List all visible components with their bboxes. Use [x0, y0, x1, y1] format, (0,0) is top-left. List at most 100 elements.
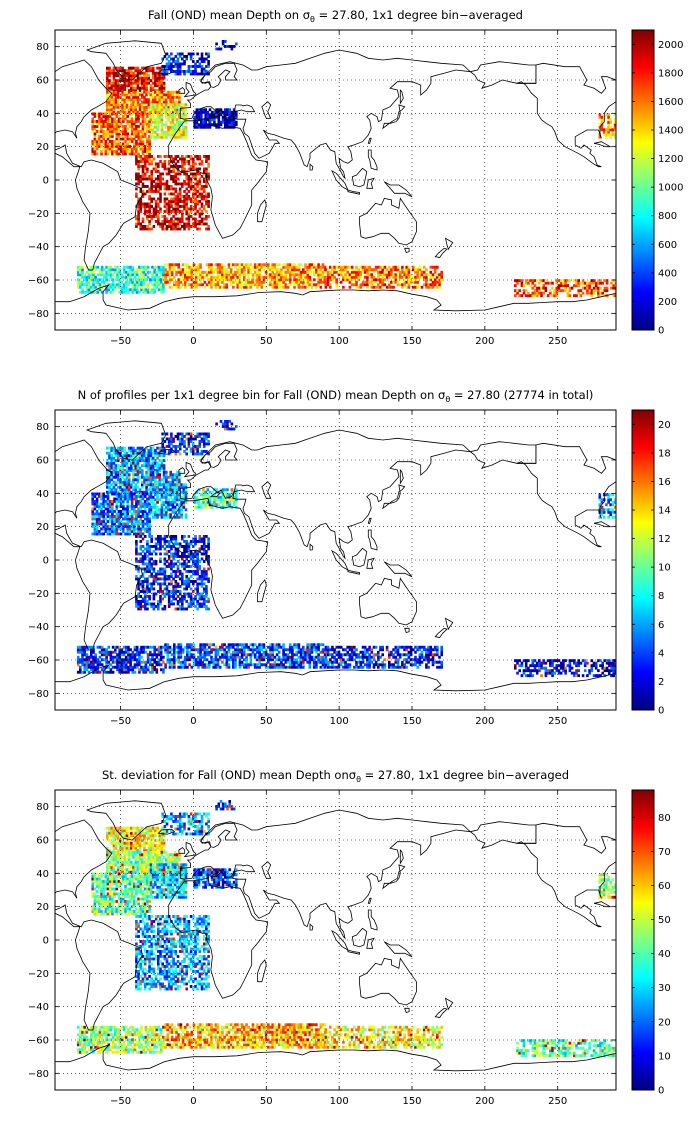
colorbar-gradient — [631, 29, 655, 331]
taiwan-coast — [367, 517, 372, 524]
coastlines — [55, 40, 616, 330]
colorbar-tick-label: 1800 — [658, 68, 683, 79]
x-tick-label: −50 — [110, 716, 131, 727]
colorbar-tick-label: 0 — [658, 1086, 664, 1097]
new-zealand-north-coast — [444, 237, 454, 251]
philippines-coast — [367, 909, 378, 931]
region-cells — [106, 826, 166, 853]
sulawesi-coast — [366, 557, 375, 569]
new-zealand-south-coast — [434, 247, 448, 258]
region-cells — [516, 1039, 616, 1058]
y-tick-label: −20 — [28, 209, 49, 220]
central-south-america-coast — [55, 904, 143, 1031]
y-tick-label: −40 — [28, 1002, 49, 1013]
antarctica-coast — [55, 1044, 616, 1090]
data-cells — [76, 800, 616, 1058]
japan-coast — [382, 864, 406, 890]
iceland-coast — [157, 448, 176, 455]
colorbar-gradient — [631, 409, 655, 711]
madagascar-coast — [257, 199, 267, 223]
y-tick-label: −20 — [28, 969, 49, 980]
y-tick-label: −20 — [28, 589, 49, 600]
region-cells — [135, 915, 210, 991]
x-tick-label: 250 — [548, 336, 567, 347]
region-cells — [164, 1023, 327, 1049]
north-america-coast — [55, 59, 113, 139]
y-tick-label: −40 — [28, 622, 49, 633]
antarctica-coast — [55, 284, 616, 330]
colorbar-tick-label: 30 — [658, 983, 671, 994]
philippines-coast — [367, 149, 378, 171]
y-tick-label: 0 — [43, 556, 49, 567]
iceland-coast — [157, 68, 176, 75]
madagascar-coast — [257, 579, 267, 603]
colorbar-tick-label: 1400 — [658, 126, 683, 137]
region-cells — [514, 279, 616, 298]
sulawesi-coast — [366, 937, 375, 949]
north-america-west-coast — [516, 62, 616, 168]
colorbar-tick-label: 1600 — [658, 97, 683, 108]
region-cells — [135, 155, 210, 231]
new-zealand-south-coast — [434, 627, 448, 638]
sri-lanka-coast — [309, 923, 314, 931]
north-america-west-coast — [516, 442, 616, 548]
antarctica-coast — [55, 664, 616, 710]
x-tick-label: 50 — [260, 716, 273, 727]
region-cells — [149, 103, 188, 139]
colorbar-tick-label: 0 — [658, 706, 664, 717]
colorbar-tick-label: 8 — [658, 591, 664, 602]
new-zealand-south-coast — [434, 1007, 448, 1018]
british-isles-coast — [183, 81, 197, 98]
y-axis-ticks: −80 −60 −40 −20 0 20 40 60 80 — [28, 802, 616, 1080]
sri-lanka-coast — [309, 163, 314, 171]
x-axis-ticks: −50 0 50 100 150 200 250 — [110, 30, 567, 347]
region-cells — [164, 263, 327, 289]
colorbar: 0 10 20 30 40 50 60 70 80 — [631, 789, 671, 1097]
colorbar-tick-label: 1000 — [658, 183, 683, 194]
new-zealand-north-coast — [444, 997, 454, 1011]
new-guinea-coast — [383, 181, 413, 198]
region-cells — [76, 645, 165, 674]
region-cells — [161, 812, 210, 836]
y-tick-label: −60 — [28, 1036, 49, 1047]
java-coast — [347, 569, 360, 575]
colorbar-tick-label: 2 — [658, 677, 664, 688]
region-cells — [91, 112, 151, 156]
x-tick-label: 250 — [548, 1096, 567, 1107]
sri-lanka-coast — [309, 543, 314, 551]
y-tick-label: 80 — [36, 422, 49, 433]
y-tick-label: 20 — [36, 142, 49, 153]
x-tick-label: 250 — [548, 716, 567, 727]
y-tick-label: −40 — [28, 242, 49, 253]
chart-title: Fall (OND) mean Depth on σθ = 27.80, 1x1… — [148, 8, 523, 24]
sulawesi-coast — [366, 177, 375, 189]
colorbar-tick-label: 800 — [658, 211, 677, 222]
y-tick-label: 80 — [36, 802, 49, 813]
y-tick-label: −80 — [28, 689, 49, 700]
central-south-america-coast — [55, 524, 143, 651]
colorbar-tick-label: 10 — [658, 563, 671, 574]
taiwan-coast — [367, 897, 372, 904]
x-tick-label: 0 — [190, 716, 196, 727]
region-cells — [91, 872, 151, 916]
colorbar-tick-label: 40 — [658, 949, 671, 960]
y-tick-label: 60 — [36, 836, 49, 847]
region-cells — [514, 659, 616, 678]
y-tick-label: −80 — [28, 1069, 49, 1080]
japan-coast — [382, 484, 406, 510]
y-tick-label: −60 — [28, 656, 49, 667]
scandinavia-coast — [200, 822, 238, 848]
chart-std-deviation: St. deviation for Fall (OND) mean Depth … — [28, 768, 671, 1107]
colorbar-tick-label: 400 — [658, 268, 677, 279]
colorbar-tick-label: 0 — [658, 326, 664, 337]
colorbar-tick-label: 20 — [658, 420, 671, 431]
colorbar-tick-label: 2000 — [658, 40, 683, 51]
colorbar-tick-label: 14 — [658, 506, 671, 517]
british-isles-coast — [183, 841, 197, 858]
iceland-coast — [157, 828, 176, 835]
region-cells — [149, 863, 188, 899]
region-cells — [598, 873, 616, 899]
chart-profile-count: N of profiles per 1x1 degree bin for Fal… — [28, 388, 671, 727]
north-america-coast — [55, 819, 113, 899]
grid-lines — [55, 410, 616, 710]
